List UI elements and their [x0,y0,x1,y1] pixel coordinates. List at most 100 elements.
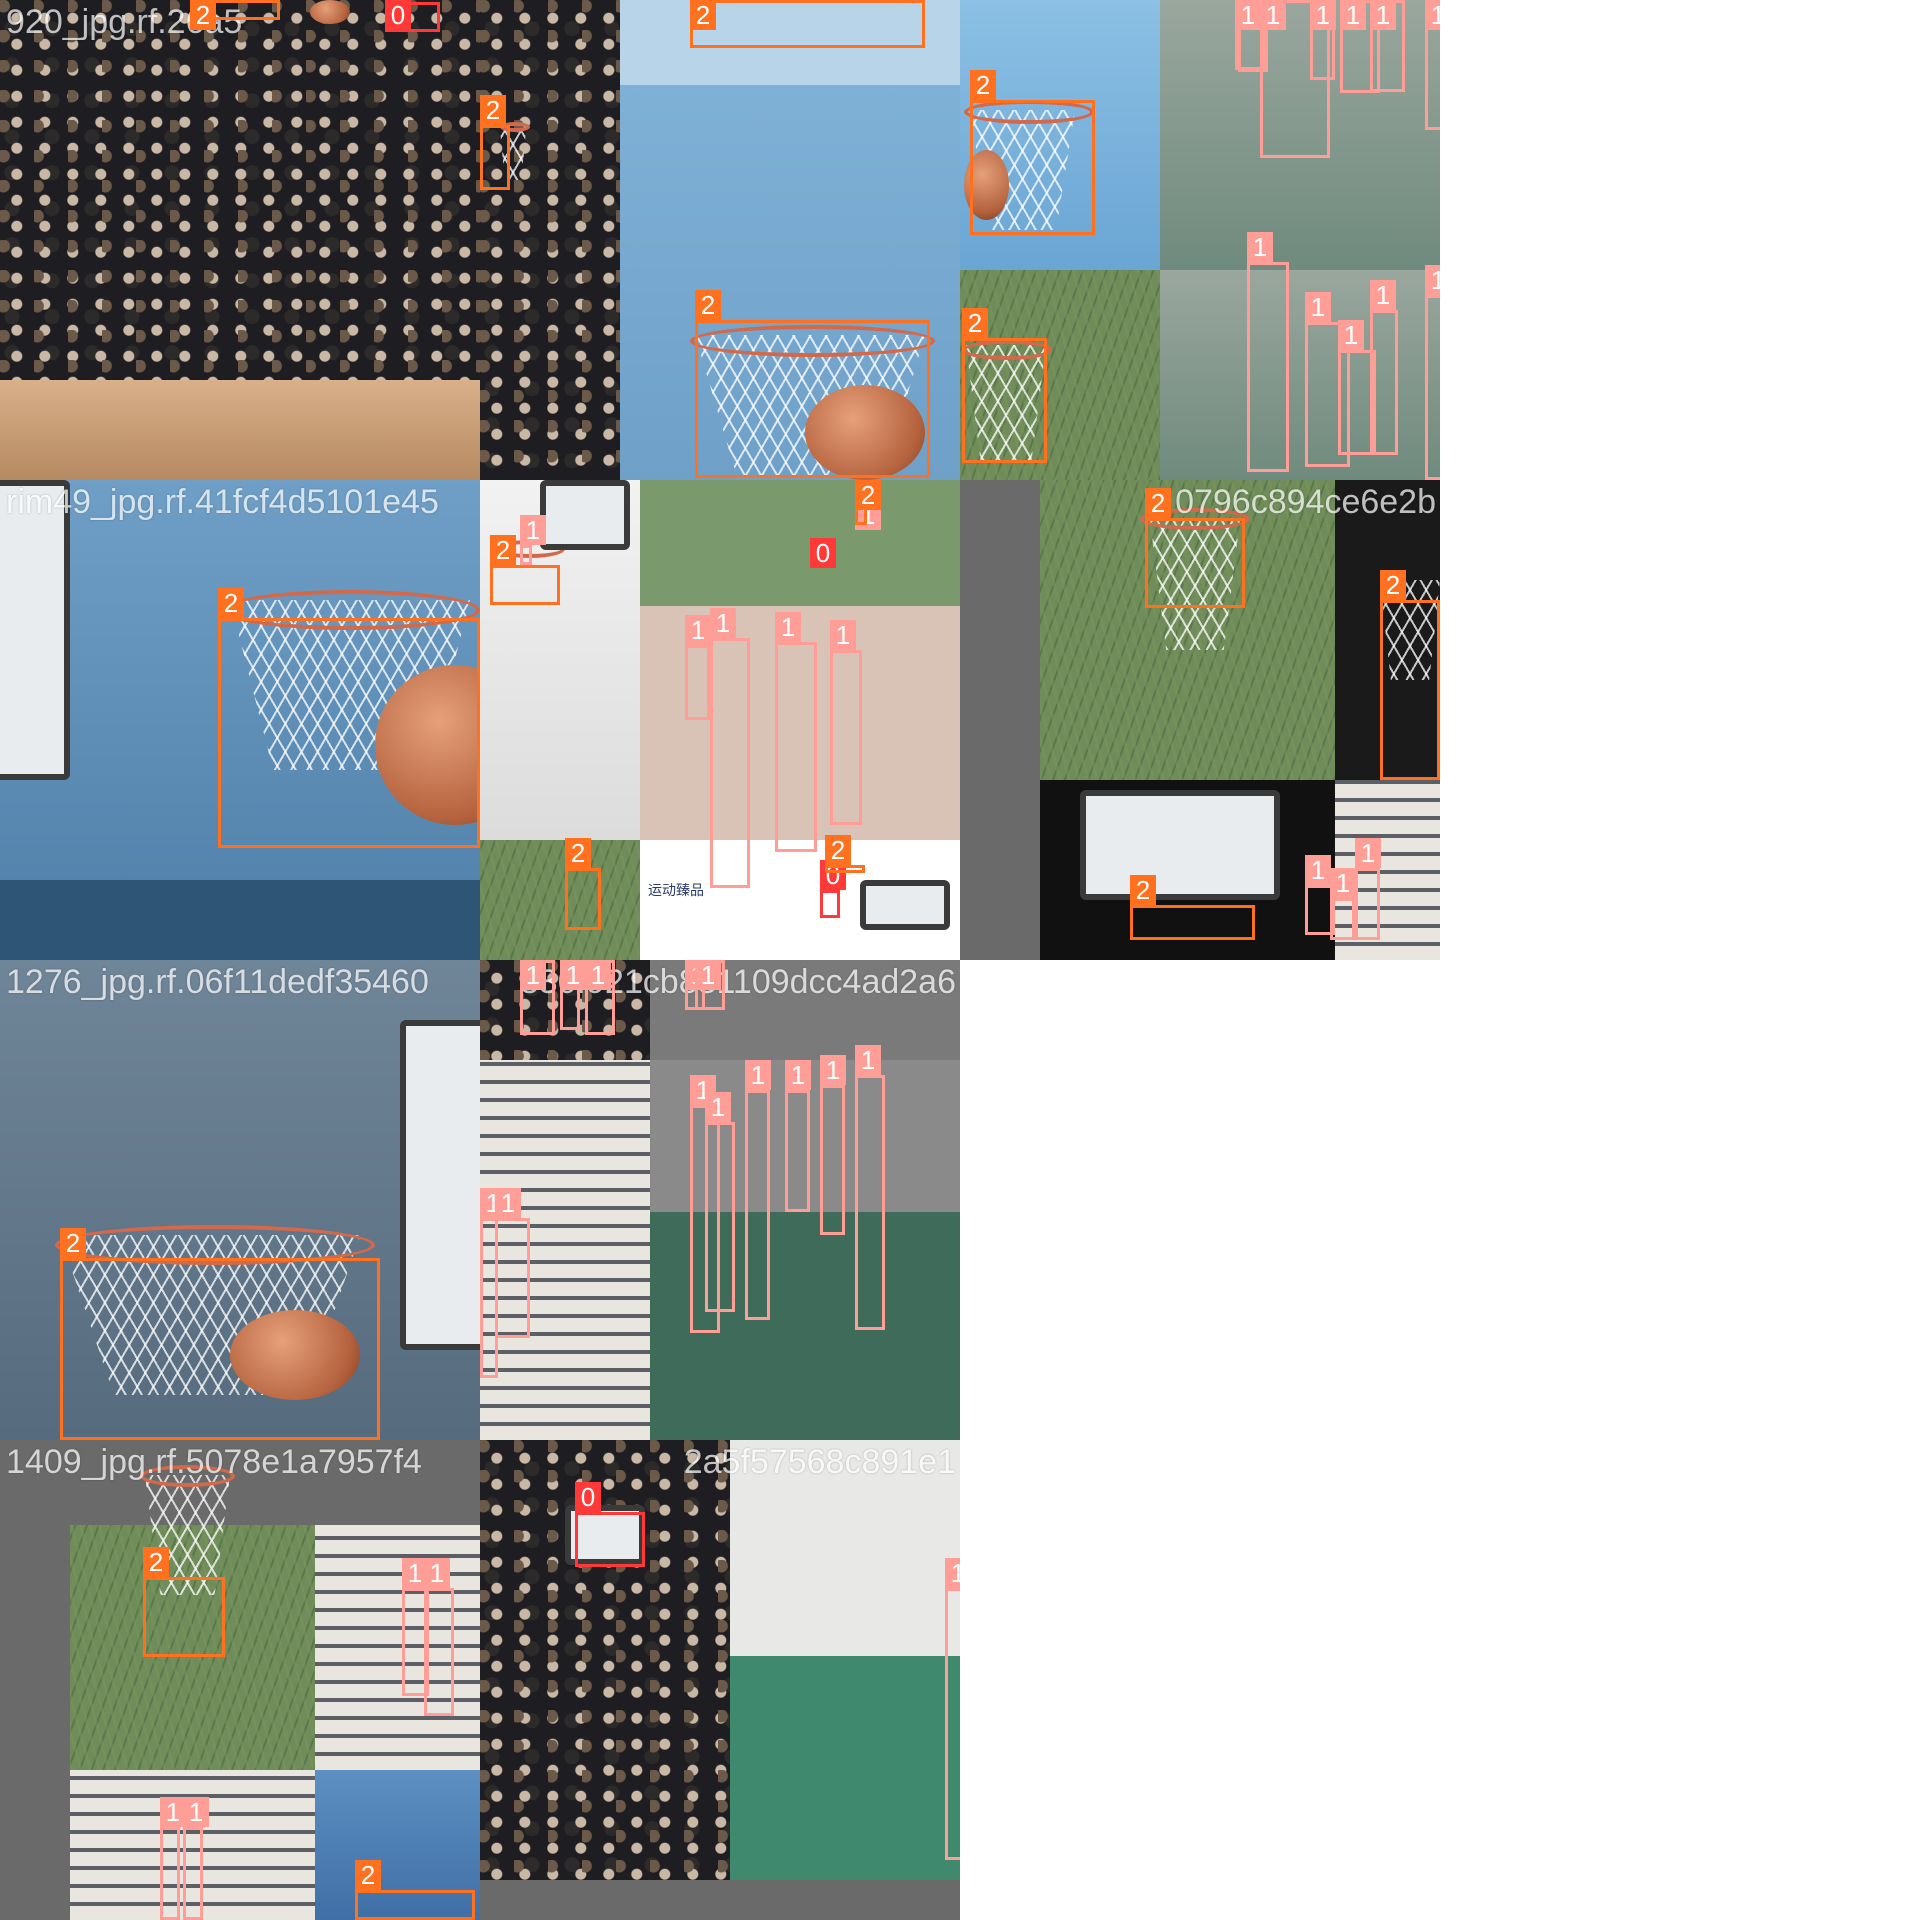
photo-segment [315,1770,480,1920]
detection-box-class-1 [775,642,817,852]
detection-box-class-1 [705,1122,735,1312]
detection-box-class-2 [1145,518,1245,608]
detection-box-class-1 [1247,262,1289,472]
class-label-tag: 2 [143,1547,169,1577]
brand-logo-text: 运动臻品 [648,883,704,899]
class-label-tag: 1 [1305,292,1331,322]
detection-box-class-2 [480,125,510,190]
photo-segment [315,1525,480,1770]
detection-box-class-1 [710,638,750,888]
detection-box-class-2 [825,865,865,873]
hoop-rim [140,1465,235,1487]
class-label-tag: 1 [1305,855,1331,885]
detection-box-class-1 [1370,310,1398,455]
image-tile-7: 1276_jpg.rf.06f11dedf35460 2 [0,960,480,1440]
basketball [805,385,925,480]
class-label-tag: 1 [745,1060,771,1090]
class-label-tag: 1 [424,1558,450,1588]
class-label-tag: 1 [1310,0,1336,30]
detection-box-class-1 [855,1075,885,1330]
detection-box-class-2 [962,338,1047,463]
class-label-tag: 1 [1425,265,1440,295]
class-label-tag: 1 [1355,838,1381,868]
class-label-tag: 2 [190,0,216,30]
class-label-tag: 1 [1370,0,1396,30]
detection-box-class-2 [490,565,560,605]
class-label-tag: 1 [160,1797,186,1827]
detection-box-class-1 [520,545,532,565]
class-label-tag: 2 [825,835,851,865]
detection-box-class-2 [695,320,930,478]
detection-box-class-1 [945,1588,960,1860]
image-tile-5: 运动臻品 2 1 1 0 1 1 1 1 2 2 0 2 [480,480,960,960]
photo-segment [1160,0,1440,270]
tile-filename-tail: 2a5f57568c891e1 [683,1443,956,1481]
hoop-rim [1140,508,1250,530]
basketball [310,0,350,24]
detection-box-class-0 [820,890,840,918]
photo-segment [480,0,620,480]
detection-box-class-2 [218,618,480,848]
class-label-tag: 1 [1340,0,1366,30]
photo-segment [620,0,960,85]
image-tile-1: 920_jpg.rf.26a5 2 0 [0,0,480,480]
photo-segment [1160,270,1440,480]
detection-box-class-1 [1305,885,1335,935]
tile-filename-tail: 0796c894ce6e2b [1175,483,1436,521]
class-label-tag: 1 [520,960,546,990]
detection-box-class-2 [143,1577,225,1657]
detection-box-class-1 [183,1827,203,1920]
class-label-tag: 2 [1130,875,1156,905]
class-label-tag: 1 [785,1060,811,1090]
class-label-tag: 1 [560,960,586,990]
class-label-tag: 1 [855,1045,881,1075]
detection-box-class-0 [575,1512,645,1567]
class-label-tag: 2 [480,95,506,125]
class-label-tag: 1 [695,960,721,990]
detection-box-class-1 [1355,868,1380,940]
backboard [565,1505,645,1565]
class-label-tag: 1 [183,1797,209,1827]
detection-box-class-2 [565,868,601,930]
image-tile-4: rim49_jpg.rf.41fcf4d5101e45 2 [0,480,480,960]
class-label-tag: 1 [1235,0,1261,30]
detection-box-class-1 [1305,322,1350,467]
basketball [230,1310,360,1400]
detection-box-class-2 [1130,905,1255,940]
backboard [0,480,70,780]
image-tile-3: 22111111111111 [960,0,1440,480]
detection-box-class-2 [690,0,925,48]
class-label-tag: 2 [218,588,244,618]
hoop-net [966,345,1046,460]
class-label-tag: 1 [520,515,546,545]
class-label-tag: 1 [705,1092,731,1122]
class-label-tag: 2 [565,838,591,868]
class-label-tag: 2 [690,0,716,30]
class-label-tag: 0 [575,1482,601,1512]
class-label-tag: 2 [1145,488,1171,518]
detection-box-class-1 [820,1085,845,1235]
tile-filename: 1409_jpg.rf.5078e1a7957f4 [6,1443,422,1481]
class-label-tag: 1 [685,615,711,645]
photo-segment [70,1770,315,1920]
detection-box-class-2 [1380,600,1440,780]
class-label-tag: 1 [1247,232,1273,262]
class-label-tag: 0 [810,538,836,568]
backboard [400,1020,480,1350]
photo-segment [650,1060,960,1440]
class-label-tag: 1 [1425,0,1440,30]
detection-box-class-2 [60,1258,380,1440]
class-label-tag: 1 [1330,868,1356,898]
photo-segment [640,480,960,840]
image-tile-10: 2a5f57568c891e1 0 1 [480,1440,960,1920]
detection-box-class-1 [830,650,862,825]
class-label-tag: 2 [355,1860,381,1890]
photo-segment [0,880,480,960]
class-label-tag: 1 [820,1055,846,1085]
class-label-tag: 1 [830,620,856,650]
tile-filename: 1276_jpg.rf.06f11dedf35460 [6,963,429,1001]
class-label-tag: 2 [1380,570,1406,600]
detection-box-class-1 [424,1588,454,1716]
